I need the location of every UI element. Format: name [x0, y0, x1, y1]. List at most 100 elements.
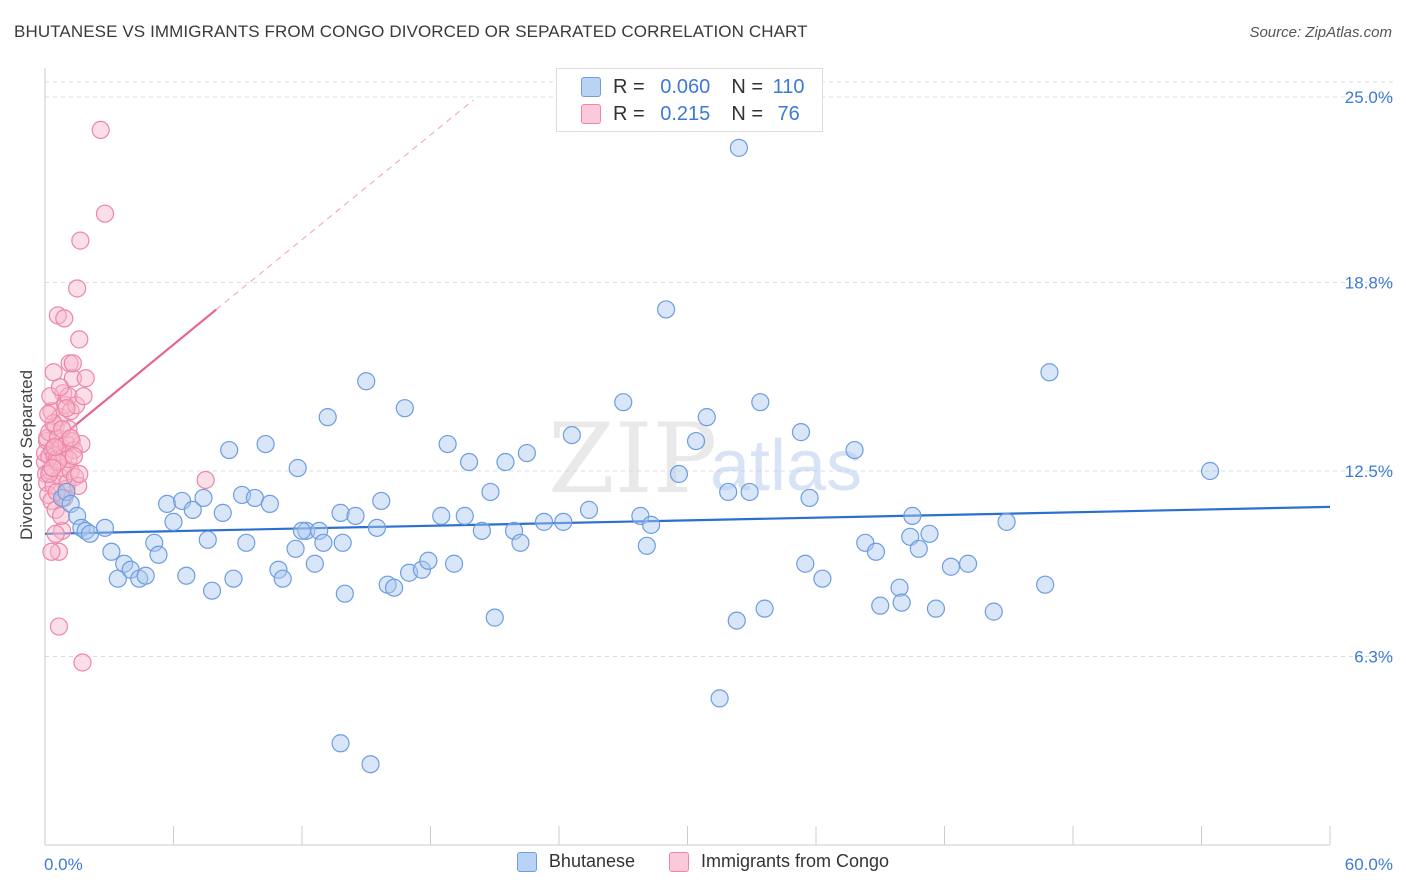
data-point-congo	[76, 369, 95, 388]
legend-r-label: R =	[613, 75, 645, 98]
data-point-bhutanese	[183, 500, 202, 519]
data-point-bhutanese	[800, 488, 819, 508]
data-point-bhutanese	[318, 408, 337, 427]
data-point-congo	[70, 464, 89, 484]
data-point-bhutanese	[444, 554, 464, 573]
legend-n-label: N =	[731, 102, 764, 125]
data-point-bhutanese	[892, 593, 911, 612]
data-point-bhutanese	[288, 458, 307, 478]
data-point-bhutanese	[346, 506, 365, 525]
data-point-bhutanese	[697, 408, 716, 427]
data-point-congo	[91, 120, 110, 140]
data-point-congo	[68, 279, 87, 298]
data-point-bhutanese	[367, 518, 387, 537]
data-point-bhutanese	[1200, 461, 1220, 481]
y-tick-label: 25.0%	[1345, 88, 1393, 107]
data-point-bhutanese	[796, 554, 815, 573]
data-point-bhutanese	[395, 399, 414, 418]
data-point-bhutanese	[719, 482, 738, 502]
data-point-bhutanese	[997, 512, 1016, 531]
data-point-congo	[49, 617, 69, 636]
data-point-bhutanese	[177, 566, 196, 585]
legend-r-label: R =	[613, 102, 645, 125]
data-point-bhutanese	[438, 434, 457, 454]
data-point-congo	[64, 440, 84, 460]
data-point-congo	[63, 354, 82, 373]
data-point-bhutanese	[198, 530, 217, 549]
y-tick-label: 18.8%	[1345, 274, 1393, 293]
legend-item-bhutanese: Bhutanese	[516, 851, 635, 872]
x-tick-label: 0.0%	[44, 855, 83, 874]
y-tick-label: 6.3%	[1354, 648, 1393, 667]
data-point-bhutanese	[333, 533, 352, 552]
data-point-bhutanese	[710, 689, 729, 708]
gridlines	[45, 81, 1395, 658]
data-point-bhutanese	[95, 518, 115, 537]
data-point-bhutanese	[755, 599, 774, 618]
x-tick-label: 60.0%	[1345, 855, 1393, 874]
data-point-congo	[39, 405, 58, 424]
data-point-bhutanese	[472, 521, 491, 540]
data-point-bhutanese	[740, 482, 759, 502]
data-point-bhutanese	[260, 494, 279, 514]
watermark-atlas: atlas	[710, 426, 862, 506]
data-point-bhutanese	[554, 512, 573, 531]
legend-item-congo: Immigrants from Congo	[669, 851, 889, 872]
data-point-bhutanese	[357, 372, 376, 391]
data-point-bhutanese	[890, 578, 909, 597]
watermark-zip: ZIP	[548, 403, 717, 515]
data-point-congo	[59, 449, 78, 469]
data-point-bhutanese	[637, 536, 656, 555]
data-point-congo	[73, 653, 92, 672]
data-point-bhutanese	[941, 557, 961, 576]
data-point-bhutanese	[220, 440, 239, 460]
data-point-congo	[95, 204, 115, 223]
legend-label-congo: Immigrants from Congo	[701, 851, 890, 871]
data-point-congo	[196, 470, 215, 490]
trendline-congo	[44, 308, 218, 451]
data-point-bhutanese	[412, 560, 432, 579]
legend-label-bhutanese: Bhutanese	[548, 851, 635, 871]
data-point-bhutanese	[108, 569, 127, 588]
data-point-bhutanese	[224, 569, 243, 588]
data-point-bhutanese	[1036, 575, 1055, 594]
source-label: Source: ZipAtlas.com	[1249, 24, 1392, 41]
data-point-bhutanese	[384, 578, 404, 597]
legend-swatch-pink	[669, 851, 689, 872]
data-point-bhutanese	[1040, 363, 1059, 382]
data-point-bhutanese	[432, 506, 451, 525]
data-point-congo	[64, 446, 84, 466]
data-point-bhutanese	[102, 542, 121, 561]
data-point-congo	[70, 330, 89, 349]
data-point-bhutanese	[286, 539, 305, 558]
legend-swatch-blue	[516, 851, 537, 872]
data-point-bhutanese	[459, 452, 479, 472]
data-point-bhutanese	[136, 566, 155, 585]
data-point-bhutanese	[909, 539, 928, 558]
data-point-bhutanese	[729, 138, 749, 157]
data-point-bhutanese	[305, 554, 324, 573]
data-point-bhutanese	[866, 542, 886, 561]
data-point-bhutanese	[269, 560, 288, 579]
data-point-bhutanese	[511, 533, 530, 552]
series-bhutanese-points	[53, 138, 1220, 774]
data-point-bhutanese	[926, 599, 946, 618]
data-point-bhutanese	[517, 443, 536, 463]
data-point-congo	[74, 387, 93, 406]
tick-labels: 6.3% 12.5% 18.8% 25.0% 0.0% 60.0%	[44, 88, 1393, 874]
data-point-congo	[45, 437, 64, 457]
data-point-congo	[57, 399, 76, 418]
data-point-bhutanese	[920, 524, 939, 543]
correlation-legend: R = 0.060 N = 110 R = 0.215 N = 76	[556, 68, 823, 132]
legend-row-congo: R = 0.215 N = 76	[581, 101, 809, 127]
data-point-bhutanese	[813, 569, 832, 588]
data-point-bhutanese	[361, 755, 380, 774]
data-point-bhutanese	[256, 434, 275, 454]
data-point-bhutanese	[331, 503, 350, 522]
data-point-bhutanese	[496, 452, 515, 472]
data-point-bhutanese	[481, 482, 500, 502]
data-point-bhutanese	[579, 500, 599, 519]
series-legend: Bhutanese Immigrants from Congo	[0, 851, 1406, 872]
trendline-bhutanese	[44, 505, 1331, 535]
